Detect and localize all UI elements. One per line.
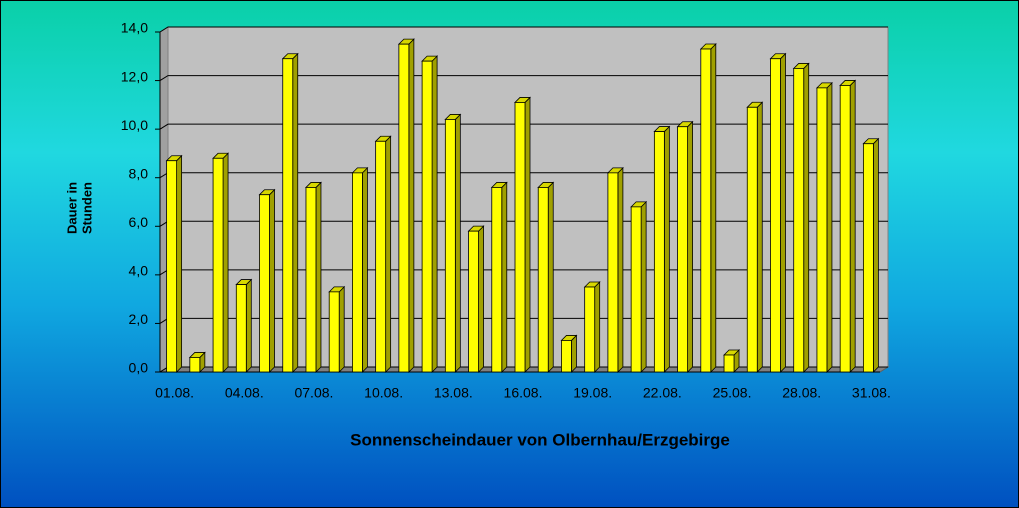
x-tick-label: 01.08. [155,385,194,401]
bar [328,291,340,373]
bar [700,48,712,373]
bar-side [362,166,368,373]
bar-side [176,154,183,373]
bar-side [292,52,299,373]
y-tick-label: 4,0 [129,263,149,279]
bar-side [431,55,438,373]
bar [630,206,642,373]
y-axis-title: Dauer in Stunden [64,182,94,234]
y-tick-label: 12,0 [121,68,148,84]
bar [677,126,688,373]
bar [514,102,526,373]
x-tick-label: 28.08. [782,385,821,401]
bar [793,68,805,373]
bar-side [872,137,879,373]
bar-side [408,38,415,373]
bar-side [710,43,717,373]
bar [723,354,735,373]
bar-side [338,285,345,373]
bar [444,119,456,373]
y-axis-title-line: Dauer in [64,182,79,234]
bar-side [571,334,577,373]
bar-side [478,225,484,373]
x-tick-label: 22.08. [643,385,682,401]
bar [607,172,619,373]
bar [561,340,572,373]
bar [421,60,433,373]
bar-side [687,120,693,373]
x-tick-label: 31.08. [852,385,891,401]
y-tick-label: 8,0 [129,165,149,181]
grid-line [159,26,888,33]
x-tick-label: 13.08. [434,385,473,401]
x-tick-label: 10.08. [364,385,403,401]
bar [468,230,479,373]
bar-side [315,181,322,373]
x-tick-label: 07.08. [294,385,333,401]
y-tick-label: 6,0 [129,214,149,230]
bar [235,284,247,373]
bar [537,187,549,373]
bar [166,160,178,373]
bar-side [385,135,392,373]
x-tick-label: 25.08. [713,385,752,401]
grid-line [159,123,888,130]
bar [770,58,781,373]
y-tick-label: 14,0 [121,20,148,36]
bar-side [594,281,601,373]
bar [375,140,387,373]
bar-side [501,181,508,373]
bar [862,143,874,373]
bar [491,187,503,373]
y-tick-label: 0,0 [129,360,149,376]
bar [653,131,665,373]
y-tick-label: 10,0 [121,117,148,133]
grid-line [159,75,888,81]
x-tick-label: 16.08. [504,385,543,401]
x-tick-label: 04.08. [225,385,264,401]
bar [282,58,294,373]
bar-side [245,278,252,373]
x-tick-label: 19.08. [573,385,612,401]
bar-side [826,81,833,373]
bar [305,187,317,373]
bar [584,286,596,373]
bar [352,172,363,373]
bar [212,157,224,373]
y-axis-title-line: Stunden [79,182,94,234]
bar-side [454,113,461,373]
bar [816,87,828,373]
bar-side [756,101,763,373]
bar [189,357,201,373]
bar-side [269,188,275,373]
chart-title: Sonnenscheindauer von Olbernhau/Erzgebir… [350,430,730,449]
bar-side [803,62,810,373]
bar-side [222,152,229,373]
y-tick-label: 2,0 [129,311,149,327]
bar-side [547,181,554,373]
bar-side [524,96,531,373]
bar-side [617,166,624,373]
bar-side [640,200,647,373]
bar [259,194,270,373]
bar-side [663,125,670,373]
bar [746,106,758,373]
bar-side [849,79,856,373]
bar [839,85,851,373]
bar-side [780,52,786,373]
bar [398,43,410,373]
